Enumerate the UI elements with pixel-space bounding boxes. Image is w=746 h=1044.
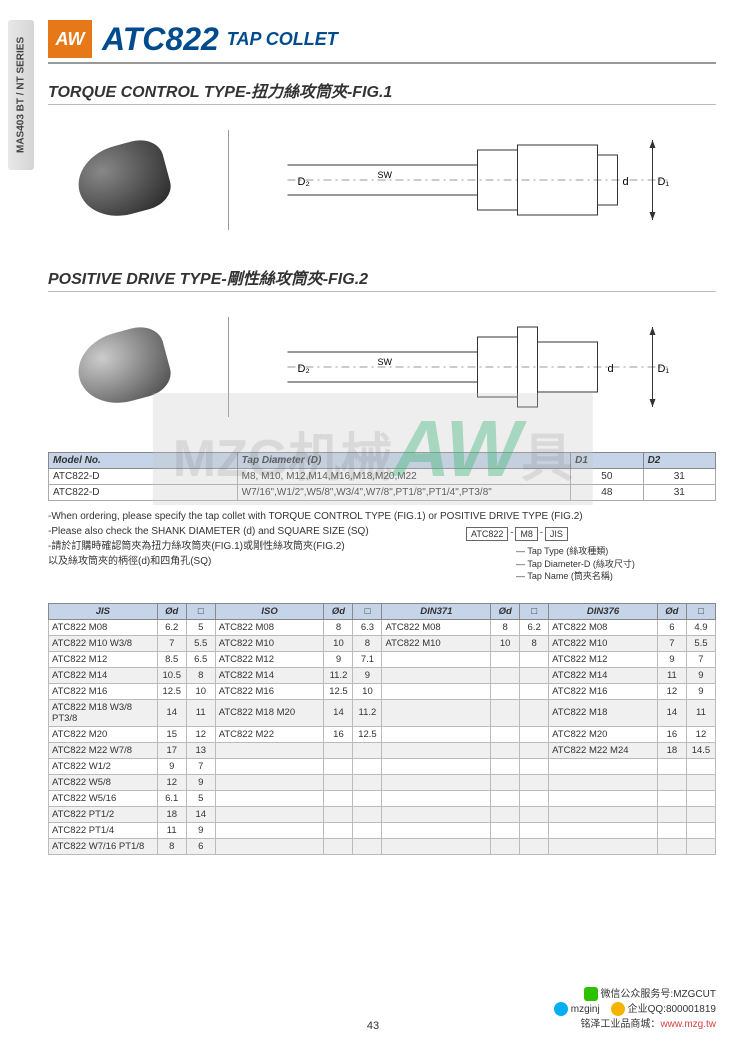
figure-2-drawing: D₂ SW d D₁ [228, 317, 716, 417]
page-number: 43 [367, 1020, 379, 1032]
data-header: Ød [491, 603, 520, 619]
spec-table: Model No.Tap Diameter (D)D1D2 ATC822-DM8… [48, 452, 716, 501]
svg-text:SW: SW [378, 357, 393, 367]
dim-d: d [623, 176, 629, 188]
positive-collet-photo [48, 302, 198, 432]
spec-header: Tap Diameter (D) [237, 453, 571, 469]
section1-title: TORQUE CONTROL TYPE-扭力絲攻筒夾-FIG.1 [48, 78, 716, 105]
product-type: TAP COLLET [227, 29, 338, 50]
data-row: ATC822 M22 W7/81713ATC822 M22 M241814.5 [49, 742, 716, 758]
ordering-code-diagram: ATC822-M8-JIS — Tap Type (絲攻種類)— Tap Dia… [466, 527, 716, 583]
spec-header: D2 [643, 453, 715, 469]
data-row: ATC822 PT1/4119 [49, 822, 716, 838]
data-row: ATC822 W7/16 PT1/886 [49, 838, 716, 854]
qq-label: 企业QQ: [628, 1004, 666, 1015]
data-row: ATC822 M18 W3/8 PT3/81411ATC822 M18 M201… [49, 699, 716, 726]
data-row: ATC822 M128.56.5ATC822 M1297.1ATC822 M12… [49, 651, 716, 667]
product-code: ATC822 [102, 21, 219, 58]
data-header: □ [186, 603, 215, 619]
site-url: www.mzg.tw [660, 1019, 716, 1030]
data-row: ATC822 W1/297 [49, 758, 716, 774]
note-line-1: -When ordering, please specify the tap c… [48, 509, 716, 524]
dim-sw: SW [378, 170, 393, 180]
code-label: — Tap Diameter-D (絲攻尺寸) [516, 558, 716, 571]
code-part: ATC822 [466, 527, 508, 541]
data-row: ATC822 M201512ATC822 M221612.5ATC822 M20… [49, 726, 716, 742]
code-part: M8 [515, 527, 538, 541]
code-part: JIS [545, 527, 568, 541]
svg-text:D₁: D₁ [658, 363, 670, 375]
dimension-data-table: JISØd□ISOØd□DIN371Ød□DIN376Ød□ ATC822 M0… [48, 603, 716, 855]
data-header: □ [686, 603, 715, 619]
site-label: 铭泽工业品商城： [580, 1019, 660, 1030]
skype-icon [554, 1002, 568, 1016]
svg-text:D₂: D₂ [298, 363, 310, 375]
data-header: Ød [157, 603, 186, 619]
figure-1-row: D₂ SW d D₁ [48, 115, 716, 245]
wechat-icon [584, 987, 598, 1001]
qq-id: 800001819 [666, 1004, 716, 1015]
data-header: □ [520, 603, 549, 619]
data-row: ATC822 M1410.58ATC822 M1411.29ATC822 M14… [49, 667, 716, 683]
data-header: ISO [215, 603, 324, 619]
skype-id: mzginj [571, 1004, 600, 1015]
code-label: — Tap Name (筒夾名稱) [516, 570, 716, 583]
torque-collet-photo [48, 115, 198, 245]
page-header: AW ATC822 TAP COLLET [48, 20, 716, 64]
data-header: JIS [49, 603, 158, 619]
spec-row: ATC822-DW7/16",W1/2",W5/8",W3/4",W7/8",P… [49, 485, 716, 501]
section2-title: POSITIVE DRIVE TYPE-剛性絲攻筒夾-FIG.2 [48, 265, 716, 292]
wechat-label: 微信公众服务号: [600, 989, 673, 1000]
data-row: ATC822 W5/8129 [49, 774, 716, 790]
spec-row: ATC822-DM8, M10, M12,M14,M16,M18,M20,M22… [49, 469, 716, 485]
data-header: Ød [324, 603, 353, 619]
figure-1-drawing: D₂ SW d D₁ [228, 130, 716, 230]
data-header: DIN376 [549, 603, 658, 619]
data-row: ATC822 M1612.510ATC822 M1612.510ATC822 M… [49, 683, 716, 699]
brand-logo: AW [48, 20, 92, 58]
spec-header: Model No. [49, 453, 238, 469]
qq-icon [611, 1002, 625, 1016]
data-header: Ød [657, 603, 686, 619]
data-row: ATC822 PT1/21814 [49, 806, 716, 822]
figure-2-row: D₂ SW d D₁ [48, 302, 716, 432]
wechat-id: MZGCUT [673, 989, 716, 1000]
footer-contact: 微信公众服务号:MZGCUT mzginj 企业QQ:800001819 铭泽工… [554, 987, 716, 1032]
spec-header: D1 [571, 453, 643, 469]
data-row: ATC822 M10 W3/875.5ATC822 M10108ATC822 M… [49, 635, 716, 651]
data-row: ATC822 W5/166.15 [49, 790, 716, 806]
svg-text:d: d [608, 363, 614, 375]
data-header: □ [353, 603, 382, 619]
side-series-tab: MAS403 BT / NT SERIES [8, 20, 34, 170]
code-label: — Tap Type (絲攻種類) [516, 545, 716, 558]
data-header: DIN371 [382, 603, 491, 619]
data-row: ATC822 M086.25ATC822 M0886.3ATC822 M0886… [49, 619, 716, 635]
dim-d2: D₂ [298, 176, 310, 188]
dim-d1: D₁ [658, 176, 670, 188]
